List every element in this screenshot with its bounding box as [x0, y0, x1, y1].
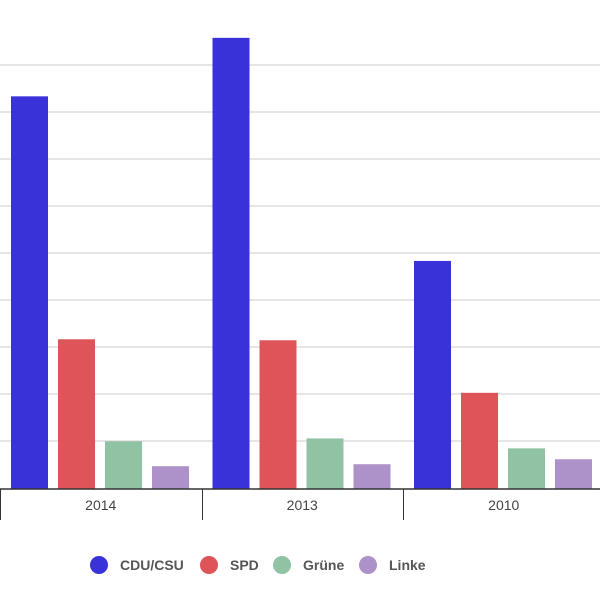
x-tick-label: 2013 — [287, 497, 318, 513]
bar-linke-2013 — [353, 464, 391, 489]
bar-spd-2013 — [259, 340, 297, 489]
legend-swatch — [200, 556, 218, 574]
bar-cdu-csu-2010 — [414, 260, 451, 489]
legend-label: Grüne — [303, 557, 344, 573]
bar-linke-2014 — [152, 466, 189, 489]
legend-label: Linke — [389, 557, 426, 573]
legend-label: SPD — [230, 557, 259, 573]
bar-cdu-csu-2014 — [11, 96, 48, 489]
legend-item: CDU/CSU — [90, 556, 184, 574]
x-tick-label: 2010 — [488, 497, 519, 513]
bar-linke-2010 — [555, 459, 592, 489]
bar-cdu-csu-2013 — [212, 37, 250, 490]
legend: CDU/CSU SPD Grüne Linke — [90, 556, 426, 574]
bar-gr-ne-2010 — [508, 448, 545, 489]
legend-swatch — [359, 556, 377, 574]
x-tick-label: 2014 — [85, 497, 116, 513]
x-axis: 2014 2013 2010 — [0, 488, 600, 520]
legend-item: Grüne — [273, 556, 344, 574]
gridlines — [0, 64, 600, 442]
bars — [11, 37, 592, 490]
legend-label: CDU/CSU — [120, 557, 184, 573]
bar-spd-2010 — [461, 392, 498, 489]
legend-item: SPD — [200, 556, 259, 574]
bar-spd-2014 — [58, 339, 95, 489]
bar-gr-ne-2014 — [105, 441, 142, 489]
legend-swatch — [90, 556, 108, 574]
bar-gr-ne-2013 — [306, 438, 344, 489]
legend-swatch — [273, 556, 291, 574]
legend-item: Linke — [359, 556, 426, 574]
